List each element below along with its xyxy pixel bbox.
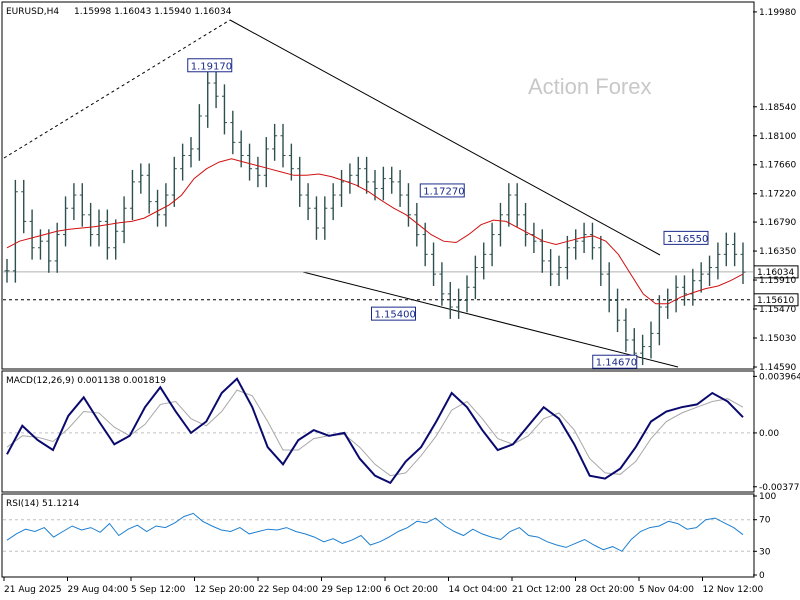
rsi-ytick-label: 0 <box>759 571 765 581</box>
price-panel-frame <box>1 1 755 370</box>
trendline-upper <box>229 19 661 256</box>
chart-ohlc: 1.15998 1.16043 1.15940 1.16034 <box>74 7 232 17</box>
pivot-label: 1.17270 <box>423 186 464 197</box>
time-tick-label: 21 Aug 2025 <box>4 585 62 595</box>
price-ytick-label: 1.18100 <box>759 132 796 142</box>
rsi-line <box>6 512 744 552</box>
time-tick-label: 29 Aug 04:00 <box>68 585 129 595</box>
time-tick-label: 12 Sep 20:00 <box>195 585 255 595</box>
time-tick-label: 22 Sep 04:00 <box>258 585 318 595</box>
time-tick-label: 5 Sep 12:00 <box>131 585 186 595</box>
pivot-label: 1.15400 <box>375 310 416 321</box>
pivot-label-box <box>592 354 638 369</box>
time-tick-label: 5 Nov 04:00 <box>639 585 694 595</box>
price-ytick-label: 1.18540 <box>759 103 796 113</box>
price-ytick-label: 1.19980 <box>759 8 796 18</box>
chart-symbol: EURUSD,H4 <box>6 7 59 17</box>
macd-ytick-label: -0.003774 <box>759 483 800 493</box>
macd-panel-frame <box>1 370 755 493</box>
trendline-dashed <box>3 19 231 159</box>
price-plot: 1.19170 1.17270 1.15400 1.16550 1.14670 <box>3 19 753 369</box>
price-ytick-label: 1.15470 <box>759 305 796 315</box>
pivot-label-box <box>663 230 709 245</box>
macd-plot <box>3 377 753 485</box>
time-tick-label: 6 Oct 20:00 <box>385 585 438 595</box>
price-ytick-label: 1.17220 <box>759 190 796 200</box>
time-tick-label: 21 Oct 12:00 <box>512 585 571 595</box>
pivot-label-box <box>187 58 233 73</box>
price-ytick-label: 1.15030 <box>759 334 796 344</box>
rsi-plot <box>3 512 753 552</box>
time-tick-label: 12 Nov 12:00 <box>703 585 764 595</box>
trendline-lower <box>302 271 679 368</box>
rsi-ytick-label: 70 <box>759 516 771 526</box>
axes: 1.16034 1.15610 1.19980 1.18540 1.18100 1.176… <box>3 8 800 595</box>
time-tick-label: 14 Oct 04:00 <box>449 585 508 595</box>
price-ytick-label: 1.16790 <box>759 218 796 228</box>
macd-main-line <box>6 377 744 485</box>
moving-average-line <box>6 158 744 305</box>
macd-ytick-label: 0.00 <box>759 429 779 439</box>
support-level-label: 1.15610 <box>757 296 794 306</box>
watermark-text: Action Forex <box>528 74 652 99</box>
current-price-box <box>753 265 799 279</box>
price-ytick-label: 1.17660 <box>759 161 796 171</box>
price-ytick-label: 1.14590 <box>759 363 796 373</box>
rsi-panel-frame <box>1 493 755 578</box>
pivot-label-box <box>371 306 416 321</box>
rsi-ytick-label: 100 <box>759 492 776 502</box>
time-tick-label: 28 Oct 20:00 <box>576 585 635 595</box>
pivot-label-box <box>419 183 465 198</box>
rsi-title: RSI(14) 51.1214 <box>6 499 79 509</box>
time-tick-label: 29 Sep 12:00 <box>322 585 382 595</box>
pivot-label: 1.16550 <box>667 234 708 245</box>
price-ytick-label: 1.16350 <box>759 247 796 257</box>
support-level-box <box>753 293 799 307</box>
pivot-label: 1.14670 <box>596 358 637 369</box>
price-ytick-label: 1.15910 <box>759 276 796 286</box>
rsi-ytick-label: 30 <box>759 547 771 557</box>
current-price-label: 1.16034 <box>757 268 794 278</box>
pivot-label: 1.19170 <box>191 61 232 72</box>
macd-ytick-label: 0.003964 <box>759 372 800 382</box>
macd-title: MACD(12,26,9) 0.001138 0.001819 <box>6 376 166 386</box>
